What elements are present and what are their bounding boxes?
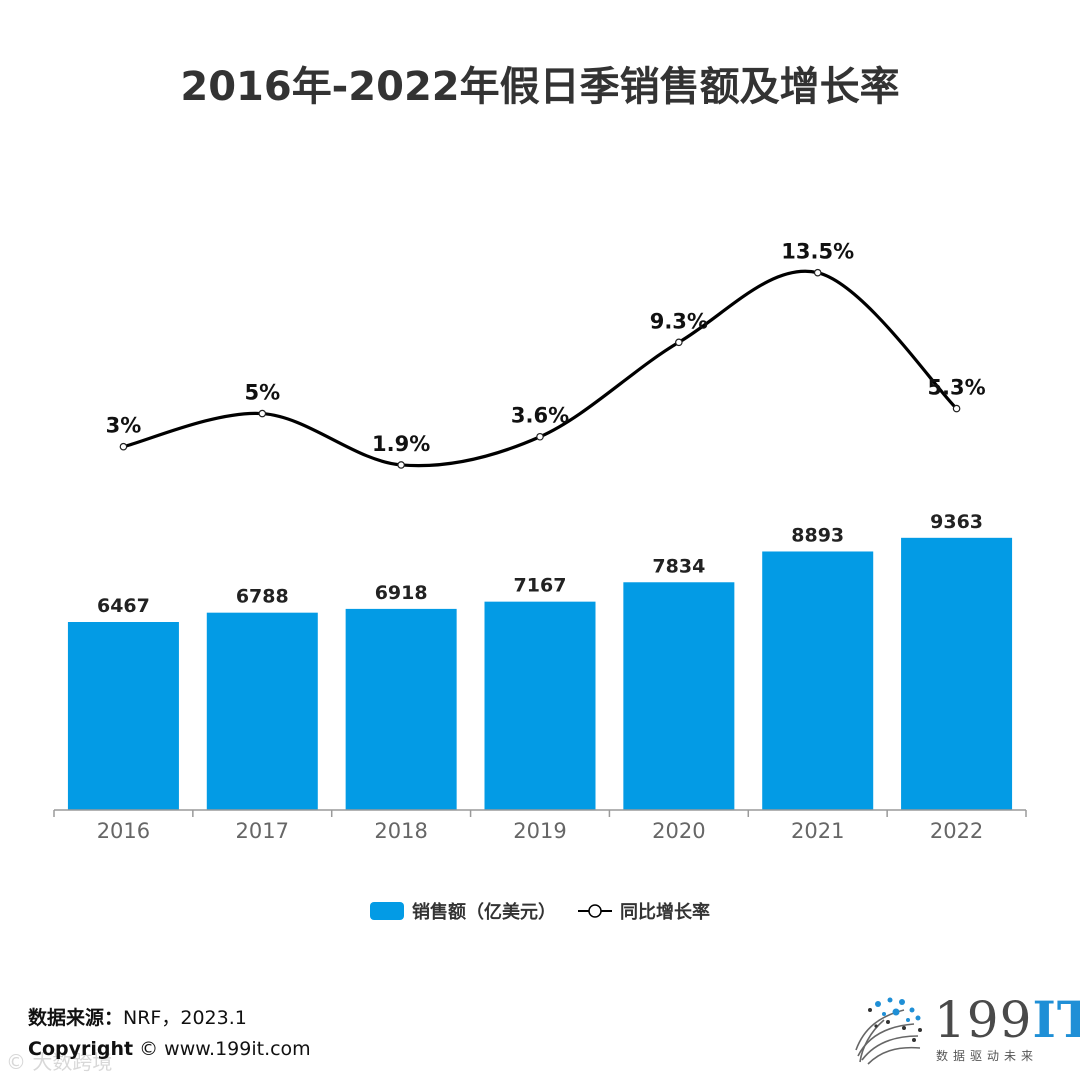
x-tick-label-2021: 2021	[791, 819, 844, 843]
logo-tagline: 数据驱动未来	[936, 1049, 1039, 1063]
logo-wordmark: 199IT	[934, 990, 1080, 1049]
dots-globe-icon	[855, 997, 922, 1065]
x-tick-label-2022: 2022	[930, 819, 983, 843]
x-axis: 2016 2017 2018 2019 2020 2021 2022	[53, 809, 1027, 843]
legend-item-growth: 同比增长率	[578, 898, 710, 924]
legend-line-label: 同比增长率	[620, 902, 710, 923]
growth-point-2019	[536, 432, 544, 441]
copyright-label: Copyright	[28, 1038, 134, 1060]
bar-label-2022: 9363	[930, 511, 983, 533]
growth-point-2018	[397, 461, 405, 469]
bar-2022	[901, 537, 1013, 810]
logo-number: 199	[934, 991, 1033, 1049]
growth-label-2020: 9.3%	[650, 309, 708, 333]
bar-label-2020: 7834	[652, 555, 705, 577]
bar-2017	[206, 612, 318, 810]
watermark: © 大数跨境	[6, 1050, 113, 1074]
legend: 销售额（亿美元） 同比增长率	[0, 898, 1080, 924]
copyright: Copyright © www.199it.com	[28, 1038, 311, 1060]
growth-point-2016	[119, 442, 128, 451]
bar-2018	[345, 608, 457, 810]
combo-chart: 6467 6788 6918 7167 7834 8893 9363 3% 5% 1.9% 3.6…	[53, 240, 1027, 843]
legend-item-sales: 销售额（亿美元）	[370, 898, 556, 924]
growth-point-2020	[675, 338, 683, 347]
growth-label-2021: 13.5%	[781, 240, 854, 264]
bar-2020	[623, 582, 735, 810]
bar-2021	[762, 551, 874, 810]
legend-line-marker-icon	[578, 904, 612, 918]
bar-label-2021: 8893	[791, 524, 844, 546]
growth-label-2018: 1.9%	[372, 432, 430, 456]
logo-suffix: IT	[1032, 990, 1080, 1049]
growth-point-2022	[952, 404, 961, 413]
growth-point-2021	[813, 268, 822, 277]
copyright-value: © www.199it.com	[139, 1038, 311, 1060]
growth-label-2016: 3%	[106, 414, 142, 438]
growth-label-2017: 5%	[244, 381, 280, 405]
source-label: 数据来源：	[28, 1007, 124, 1029]
line-series: 3% 5% 1.9% 3.6% 9.3% 13.5% 5.3%	[106, 240, 986, 469]
legend-bar-label: 销售额（亿美元）	[412, 902, 556, 923]
bar-label-2017: 6788	[236, 586, 289, 608]
x-tick-label-2019: 2019	[513, 819, 566, 843]
bar-2016	[67, 622, 179, 810]
legend-bar-swatch	[370, 902, 404, 920]
data-source: 数据来源：NRF，2023.1	[28, 1003, 247, 1030]
source-value: NRF，2023.1	[123, 1007, 247, 1029]
growth-label-2022: 5.3%	[927, 376, 985, 400]
bar-label-2016: 6467	[97, 595, 150, 617]
growth-point-2017	[258, 409, 267, 418]
x-tick-label-2018: 2018	[374, 819, 427, 843]
growth-label-2019: 3.6%	[511, 404, 569, 428]
brand-logo[interactable]: 199IT 数据驱动未来	[848, 990, 1080, 1068]
bar-label-2018: 6918	[375, 582, 428, 604]
bar-series: 6467 6788 6918 7167 7834 8893 9363	[67, 511, 1013, 810]
bar-2019	[484, 601, 596, 810]
x-tick-label-2016: 2016	[97, 819, 150, 843]
x-tick-label-2020: 2020	[652, 819, 705, 843]
chart-title: 2016年-2022年假日季销售额及增长率	[180, 64, 900, 110]
x-tick-label-2017: 2017	[236, 819, 289, 843]
bar-label-2019: 7167	[514, 575, 567, 597]
